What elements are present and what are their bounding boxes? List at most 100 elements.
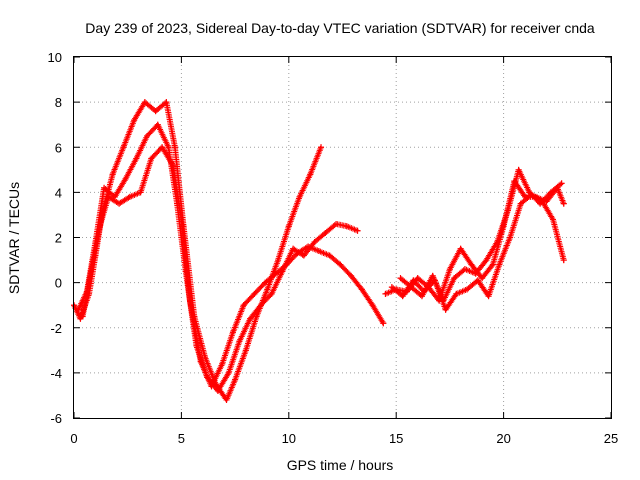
data-point [109, 171, 116, 178]
data-point [154, 121, 161, 128]
data-point [275, 257, 282, 264]
x-tick-label: 5 [178, 431, 185, 446]
data-point [169, 162, 176, 169]
data-point [326, 252, 333, 259]
data-point [485, 293, 492, 300]
data-point [296, 193, 303, 200]
data-point [283, 261, 290, 268]
data-point [358, 286, 365, 293]
data-point [442, 306, 449, 313]
data-point [300, 252, 307, 259]
data-point [88, 268, 95, 275]
data-point [262, 279, 269, 286]
data-point [105, 193, 112, 200]
data-point [515, 166, 522, 173]
data-point [197, 358, 204, 365]
data-point [507, 234, 514, 241]
data-point [285, 223, 292, 230]
data-point [75, 306, 82, 313]
data-point [264, 286, 271, 293]
plot-frame [73, 56, 612, 419]
data-point [369, 302, 376, 309]
data-point [494, 239, 501, 246]
data-point [223, 396, 230, 403]
data-point [418, 293, 425, 300]
data-point [159, 144, 166, 151]
y-tick-label: 10 [48, 50, 62, 65]
data-point [558, 180, 565, 187]
tick-layer: 0 5 10 15 20 25 -6 -4 -2 0 2 4 6 8 10 [48, 50, 619, 446]
data-point [148, 155, 155, 162]
data-point [126, 193, 133, 200]
data-point [397, 275, 404, 282]
data-point [79, 313, 86, 320]
data-point [496, 261, 503, 268]
x-tick-label: 0 [70, 431, 77, 446]
y-tick-label: -2 [50, 321, 62, 336]
data-point [122, 175, 129, 182]
data-point [348, 272, 355, 279]
data-point [236, 338, 243, 345]
data-point [131, 117, 138, 124]
data-point [229, 329, 236, 336]
data-point [408, 284, 415, 291]
data-point [453, 290, 460, 297]
data-point [152, 108, 159, 115]
data-point [333, 220, 340, 227]
x-tick-label: 20 [496, 431, 510, 446]
y-tick-label: 8 [55, 95, 62, 110]
data-point [537, 200, 544, 207]
data-point [322, 229, 329, 236]
data-point [116, 200, 123, 207]
data-point [517, 200, 524, 207]
data-layer [71, 99, 567, 403]
data-point [380, 320, 387, 327]
x-tick-label: 15 [389, 431, 403, 446]
data-point [214, 387, 221, 394]
data-point [468, 261, 475, 268]
series-track-5 [388, 191, 567, 313]
series-track-3 [79, 144, 387, 390]
data-point [232, 376, 239, 383]
data-point [550, 216, 557, 223]
data-point [208, 383, 215, 390]
y-tick-label: -6 [50, 411, 62, 426]
y-axis-label: SDTVAR / TECUs [6, 182, 22, 294]
data-point [144, 132, 151, 139]
x-tick-label: 10 [282, 431, 296, 446]
x-tick-label: 25 [604, 431, 618, 446]
data-point [96, 223, 103, 230]
data-point [290, 245, 297, 252]
data-point [410, 277, 417, 284]
data-point [489, 261, 496, 268]
y-tick-label: 0 [55, 276, 62, 291]
data-point [318, 144, 325, 151]
data-point [178, 216, 185, 223]
data-point [219, 360, 226, 367]
data-point [457, 245, 464, 252]
data-point [120, 144, 127, 151]
x-axis-label: GPS time / hours [287, 457, 394, 473]
data-point [242, 347, 249, 354]
data-point [294, 250, 301, 257]
data-point [451, 275, 458, 282]
data-point [354, 227, 361, 234]
data-point [171, 144, 178, 151]
data-point [240, 302, 247, 309]
data-point [251, 290, 258, 297]
data-point [479, 275, 486, 282]
data-point [186, 297, 193, 304]
data-point [163, 99, 170, 106]
data-point [343, 223, 350, 230]
data-point [315, 248, 322, 255]
y-tick-label: -4 [50, 366, 62, 381]
data-point [101, 184, 108, 191]
data-point [472, 270, 479, 277]
data-point [272, 270, 279, 277]
series-trace [388, 191, 567, 313]
data-point [429, 272, 436, 279]
data-point [257, 302, 264, 309]
data-point [225, 369, 232, 376]
data-point [504, 207, 511, 214]
